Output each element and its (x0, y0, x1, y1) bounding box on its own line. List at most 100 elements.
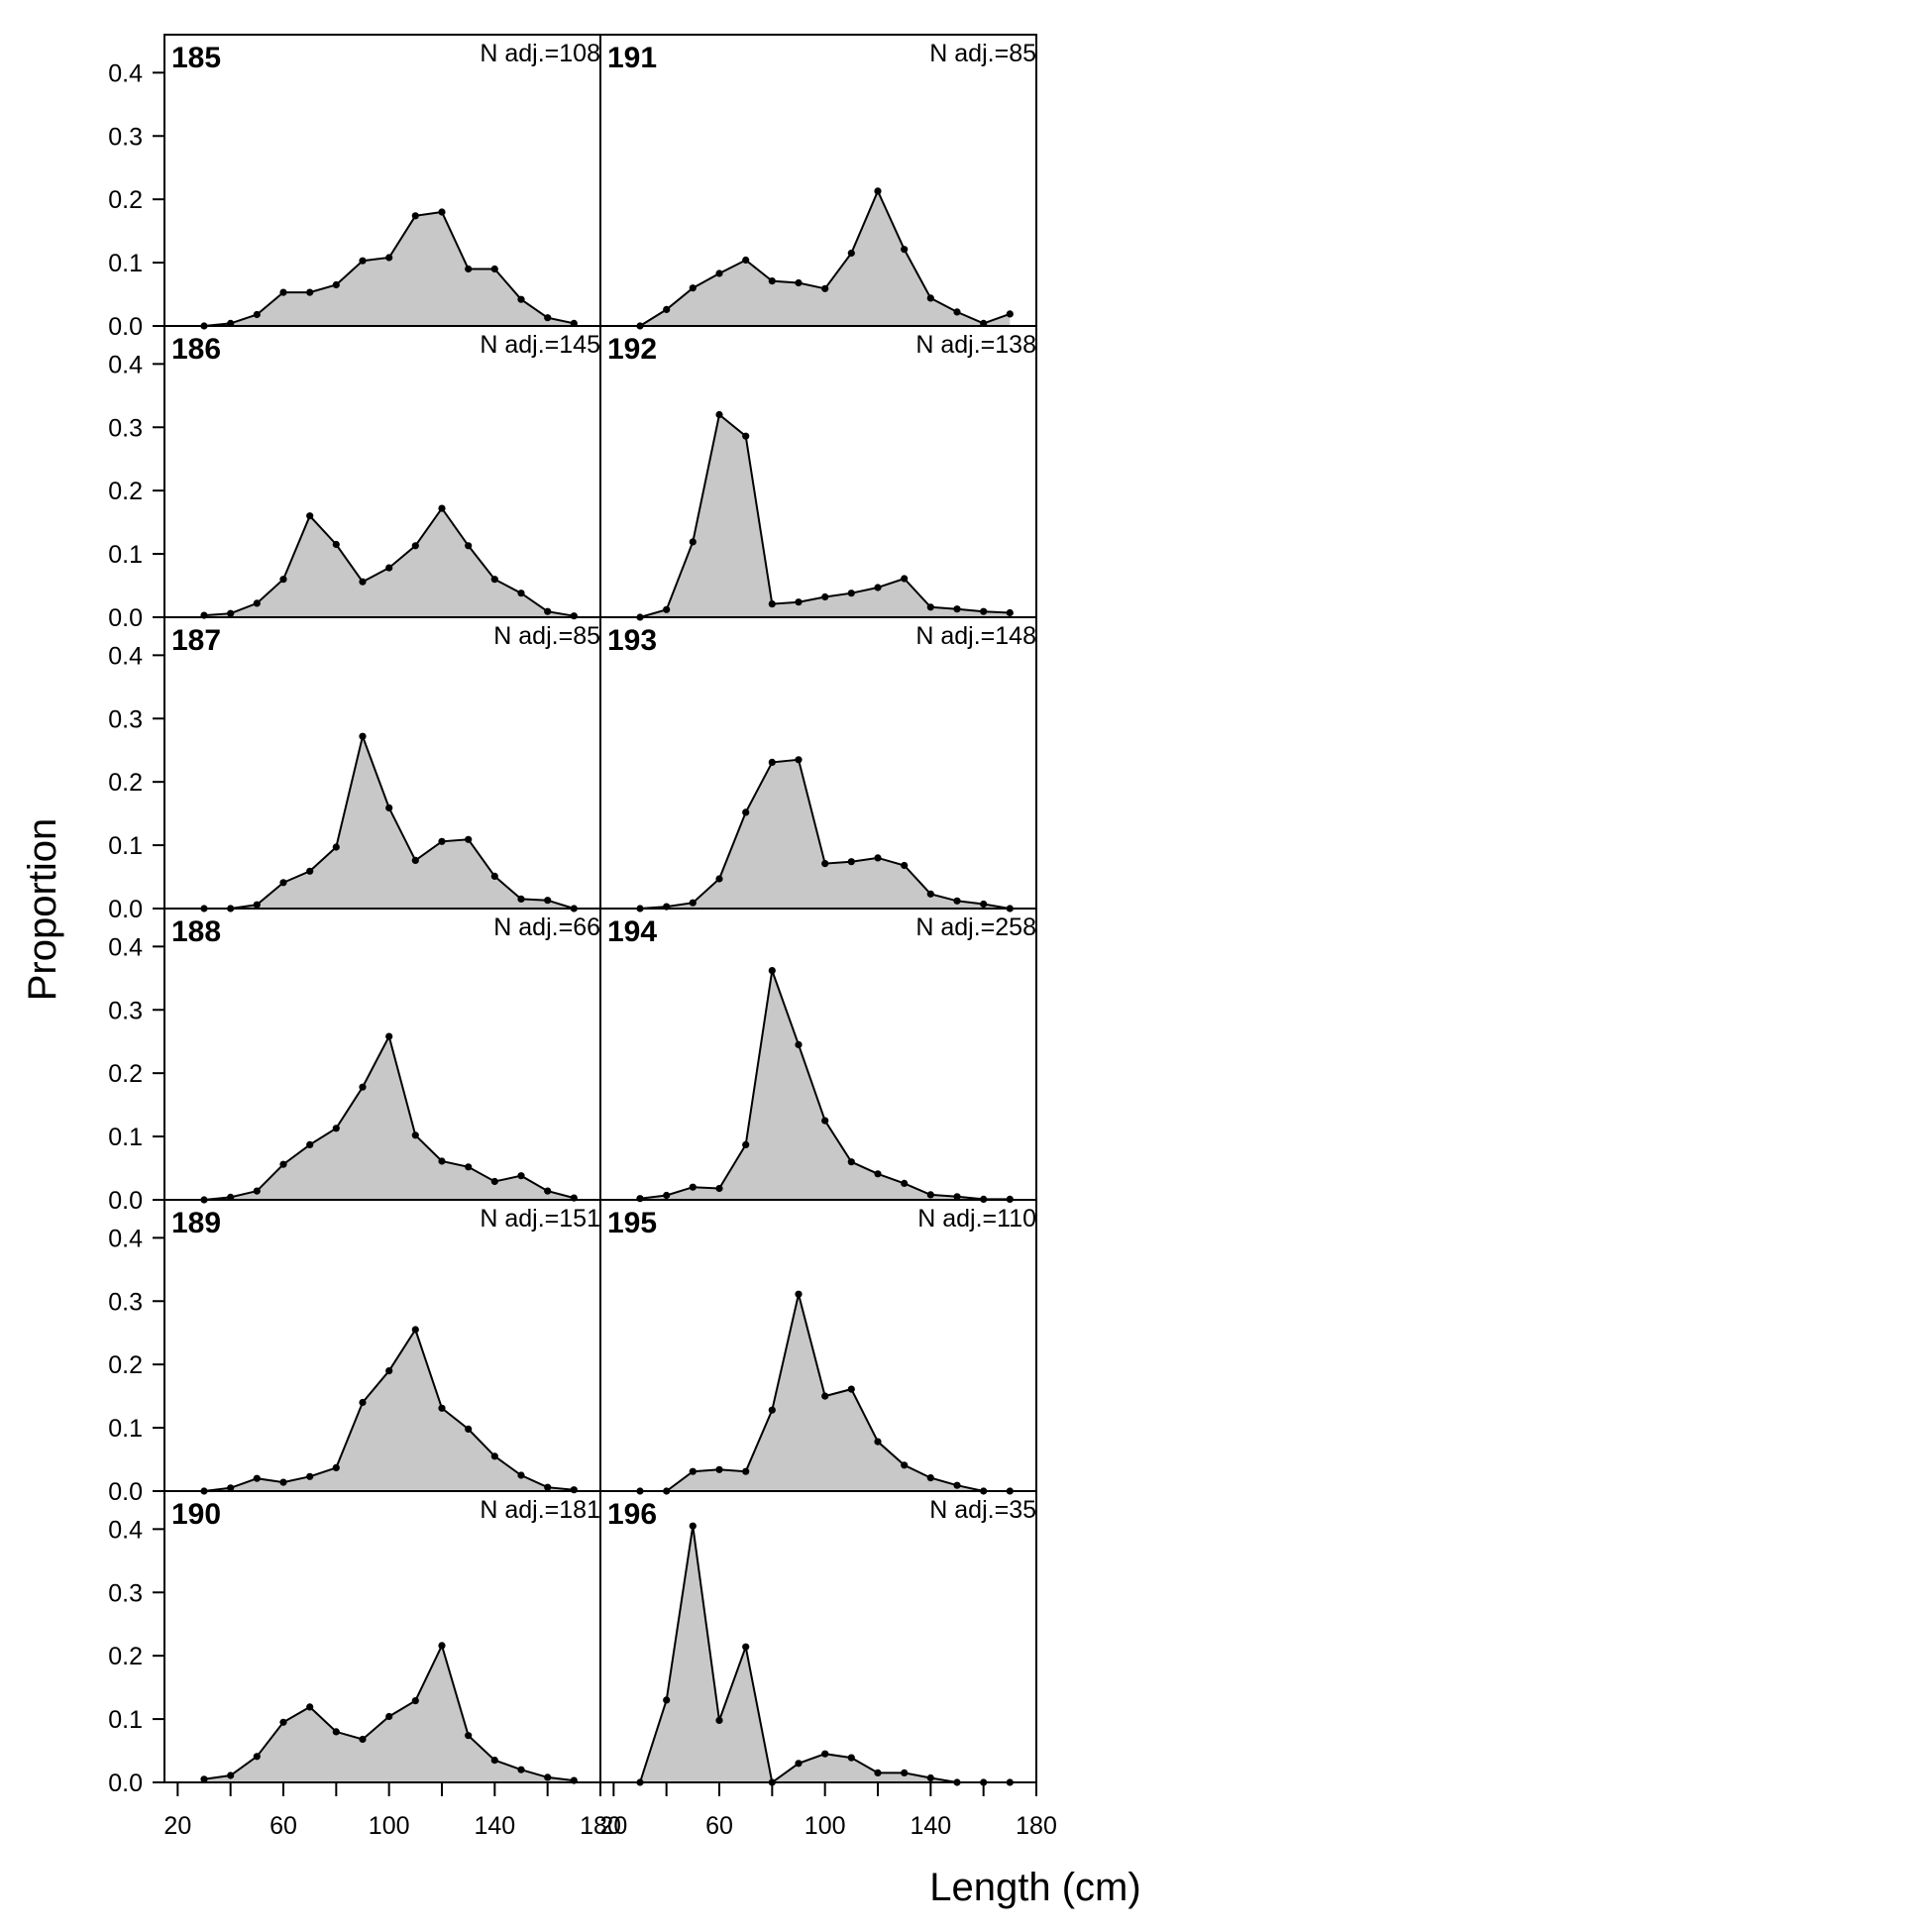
panel-185: 185 N adj.=108 (163, 34, 601, 330)
panel-186-point-130 (465, 542, 473, 550)
panel-191-point-40 (663, 305, 671, 313)
panel-194-point-130 (901, 1179, 909, 1187)
panel-190-point-100 (385, 1712, 393, 1721)
y-tick-label: 0.4 (108, 1225, 143, 1252)
y-axis-title: Proportion (21, 818, 64, 1002)
panel-191-n-adj: N adj.=85 (929, 40, 1036, 67)
panel-187-point-160 (544, 897, 552, 905)
panel-188-point-140 (490, 1177, 498, 1186)
panel-193-point-110 (847, 858, 855, 866)
panel-187-point-150 (517, 895, 525, 904)
panel-194-point-50 (689, 1183, 697, 1191)
x-tick-label: 60 (269, 1812, 297, 1840)
panel-192-label: 192 (607, 333, 657, 366)
panel-194-point-140 (926, 1191, 934, 1199)
panel-191-point-70 (742, 256, 750, 265)
panel-189-point-40 (227, 1484, 235, 1492)
panel-195-point-140 (926, 1474, 934, 1482)
panel-193-point-80 (768, 758, 776, 767)
panel-188-point-150 (517, 1172, 525, 1180)
panel-193-point-100 (821, 860, 829, 868)
panel-194-n-adj: N adj.=258 (915, 913, 1036, 941)
panel-196-point-140 (926, 1773, 934, 1782)
panel-185-point-90 (359, 257, 367, 265)
panel-192-point-60 (715, 410, 723, 419)
x-tick-label: 100 (369, 1812, 410, 1840)
panel-189-n-adj: N adj.=151 (480, 1205, 600, 1233)
panel-194-point-120 (874, 1170, 882, 1178)
y-tick-label: 0.3 (108, 414, 143, 442)
panel-185-area (204, 212, 575, 326)
panel-190-point-110 (411, 1697, 419, 1705)
panel-193-point-130 (901, 861, 909, 870)
panel-194-point-110 (847, 1158, 855, 1166)
y-tick-label: 0.3 (108, 997, 143, 1024)
y-tick-label: 0.1 (108, 1706, 143, 1734)
panel-195-area (640, 1294, 1011, 1491)
panel-185-point-150 (517, 295, 525, 303)
panel-192-point-40 (663, 605, 671, 613)
panel-192-point-150 (953, 605, 961, 613)
panel-191-label: 191 (607, 42, 657, 74)
x-axis-title: Length (cm) (929, 1866, 1140, 1909)
panel-194-point-60 (715, 1184, 723, 1193)
panel-188-point-110 (411, 1131, 419, 1139)
panel-192-point-80 (768, 600, 776, 608)
panel-189-point-50 (253, 1474, 261, 1482)
panel-185-point-60 (279, 288, 287, 296)
panel-186-point-150 (517, 590, 525, 597)
panel-186-point-80 (332, 540, 340, 549)
panel-189-point-120 (438, 1404, 446, 1412)
panel-189-point-100 (385, 1367, 393, 1375)
y-tick-label: 0.4 (108, 59, 143, 87)
panel-196-point-70 (742, 1643, 750, 1651)
panel-196: 196 N adj.=35 (599, 1490, 1037, 1786)
panel-185-label: 185 (171, 42, 221, 74)
panel-193-point-70 (742, 808, 750, 816)
panel-189-point-170 (570, 1486, 578, 1494)
panel-196-point-50 (689, 1522, 697, 1530)
panel-189-point-110 (411, 1326, 419, 1334)
panel-189-point-60 (279, 1478, 287, 1486)
panel-186-area (204, 508, 575, 617)
panel-189-point-140 (490, 1452, 498, 1460)
panel-194-point-90 (795, 1040, 803, 1048)
panel-190-point-70 (306, 1703, 314, 1711)
panel-195-point-130 (901, 1461, 909, 1469)
panel-185-point-100 (385, 254, 393, 262)
x-tick-label: 100 (805, 1812, 846, 1840)
panel-188-n-adj: N adj.=66 (493, 913, 600, 941)
panel-188-point-60 (279, 1160, 287, 1168)
panel-191-area (640, 190, 1011, 326)
panel-193-point-120 (874, 854, 882, 862)
y-tick-label: 0.1 (108, 541, 143, 569)
x-tick-label: 180 (580, 1812, 621, 1840)
panel-190-point-90 (359, 1735, 367, 1744)
y-tick-label: 0.0 (108, 1770, 143, 1797)
panel-189-point-160 (544, 1483, 552, 1491)
panel-187-point-100 (385, 804, 393, 812)
panel-186: 186 N adj.=145 (163, 325, 601, 620)
panel-186-point-40 (227, 609, 235, 617)
panel-189-label: 189 (171, 1207, 221, 1239)
y-tick-label: 0.4 (108, 351, 143, 378)
panel-195-point-110 (847, 1385, 855, 1393)
panel-188-label: 188 (171, 915, 221, 948)
panel-189-point-130 (465, 1425, 473, 1433)
y-tick-label: 0.2 (108, 1351, 143, 1379)
panel-185-point-140 (490, 265, 498, 273)
panel-187-point-80 (332, 843, 340, 851)
panel-190-point-30 (200, 1775, 208, 1783)
y-tick-label: 0.4 (108, 933, 143, 961)
y-tick-label: 0.2 (108, 186, 143, 214)
panel-196-point-90 (795, 1760, 803, 1768)
panel-193: 193 N adj.=148 (599, 616, 1037, 912)
panel-194-point-70 (742, 1140, 750, 1148)
panel-196-point-100 (821, 1750, 829, 1758)
panel-191-point-100 (821, 284, 829, 292)
y-tick-label: 0.3 (108, 1288, 143, 1316)
panel-195-point-90 (795, 1290, 803, 1298)
x-tick-label: 20 (163, 1812, 191, 1840)
